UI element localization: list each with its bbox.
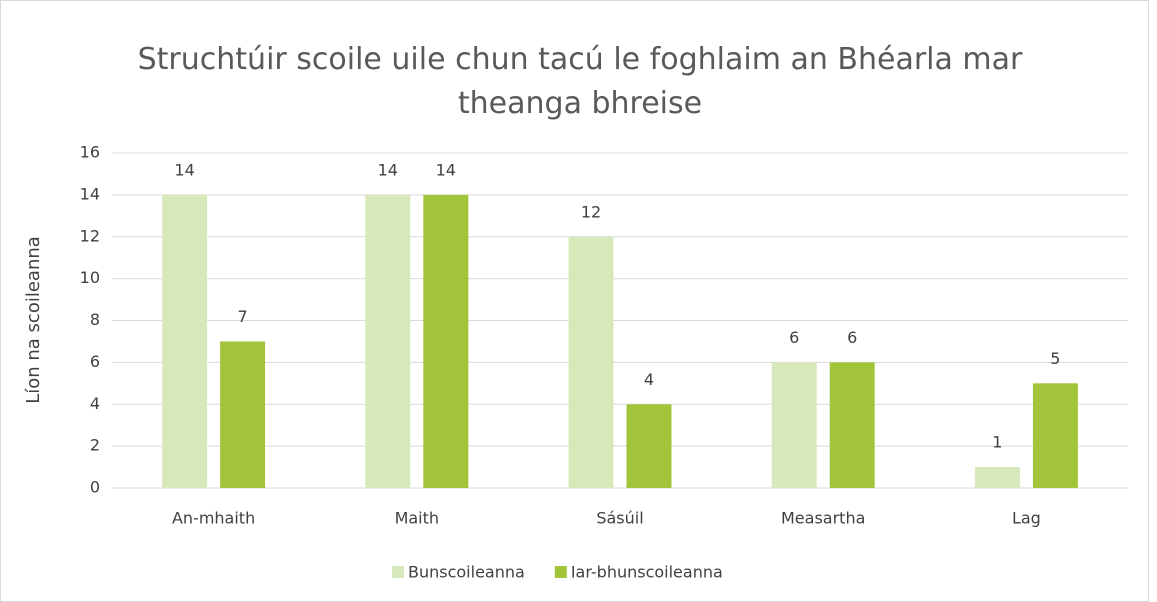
legend-swatch: [554, 566, 567, 578]
data-label: 14: [378, 160, 398, 179]
x-tick-label: Maith: [395, 509, 439, 528]
y-axis-label: Líon na scoileanna: [23, 236, 44, 404]
y-tick-label: 16: [80, 143, 100, 162]
x-tick-label: Measartha: [781, 509, 865, 528]
bar: [220, 341, 266, 488]
data-label: 5: [1050, 349, 1060, 368]
bar: [1032, 383, 1078, 488]
y-tick-label: 2: [90, 436, 100, 455]
bar: [365, 194, 411, 488]
y-tick-label: 6: [90, 352, 100, 371]
data-label: 4: [644, 370, 654, 389]
bar: [568, 236, 614, 488]
y-tick-label: 10: [80, 268, 100, 287]
x-tick-label: Lag: [1012, 509, 1041, 528]
data-label: 6: [847, 328, 857, 347]
x-tick-label: An-mhaith: [172, 509, 255, 528]
bar: [771, 362, 817, 488]
data-label: 14: [174, 160, 194, 179]
data-label: 7: [238, 307, 248, 326]
x-tick-label: Sásúil: [596, 509, 643, 528]
data-label: 14: [436, 160, 456, 179]
bar: [974, 467, 1020, 488]
data-label: 6: [789, 328, 799, 347]
y-tick-label: 4: [90, 394, 100, 413]
bar: [162, 194, 208, 488]
bar: [829, 362, 875, 488]
y-tick-label: 8: [90, 310, 100, 329]
bar: [626, 404, 672, 488]
y-tick-label: 14: [80, 184, 100, 203]
legend-label: Bunscoileanna: [408, 563, 525, 582]
y-tick-label: 12: [80, 226, 100, 245]
legend-label: Iar-bhunscoileanna: [571, 563, 723, 582]
data-label: 12: [581, 202, 601, 221]
chart-title: Struchtúir scoile uile chun tacú le fogh…: [137, 42, 1023, 121]
bar: [423, 194, 469, 488]
data-label: 1: [992, 433, 1002, 452]
y-tick-label: 0: [90, 478, 100, 497]
legend-swatch: [392, 566, 404, 578]
